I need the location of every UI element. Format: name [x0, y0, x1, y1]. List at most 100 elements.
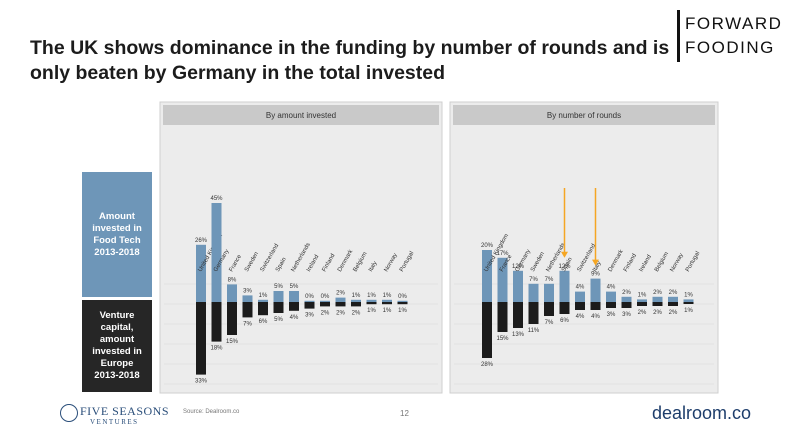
side-bottom-line: Venture [99, 310, 135, 321]
bar-top [273, 291, 284, 302]
data-label-bottom: 3% [622, 312, 631, 318]
data-label-top: 0% [305, 294, 314, 300]
data-label-top: 1% [383, 293, 392, 299]
highlight-arrow-head [561, 251, 568, 258]
data-label-bottom: 15% [496, 336, 509, 342]
data-label-top: 1% [259, 293, 268, 299]
data-label-top: 2% [336, 291, 345, 297]
data-label-top: 3% [243, 288, 252, 294]
bar-top [351, 299, 361, 302]
globe-icon [60, 404, 78, 422]
data-label-bottom: 3% [607, 312, 616, 318]
bar-top [513, 270, 523, 302]
data-label-bottom: 4% [591, 314, 600, 320]
bar-bottom [351, 302, 361, 307]
bar-top [590, 278, 601, 302]
bar-top [683, 299, 694, 302]
bar-bottom [289, 302, 299, 311]
bar-top [320, 300, 330, 302]
chart-panel [449, 101, 719, 394]
bar-top [606, 291, 616, 302]
side-bottom-line: amount [99, 334, 135, 345]
side-label-venture-capital: Venture capital, amount invested in Euro… [82, 300, 152, 392]
bar-top [382, 299, 392, 302]
bar-top [528, 283, 539, 302]
page-number: 12 [400, 409, 409, 418]
data-label-top: 2% [653, 290, 662, 296]
bar-top [366, 299, 377, 302]
chart-title: By amount invested [266, 111, 336, 120]
bar-bottom [382, 302, 392, 305]
data-label-top: 5% [274, 284, 283, 290]
highlight-arrow-head [592, 259, 599, 266]
bar-top [637, 299, 647, 302]
data-label-top: 7% [529, 277, 538, 283]
forward-fooding-logo: FORWARD FOODING [677, 10, 781, 62]
bar-top [242, 295, 253, 302]
data-label-bottom: 2% [638, 310, 647, 316]
bar-bottom [482, 302, 492, 358]
side-bottom-line: invested in [92, 346, 142, 357]
bar-bottom [575, 302, 585, 310]
data-label-top: 1% [367, 293, 376, 299]
data-label-top: 9% [591, 272, 600, 278]
data-label-top: 12% [558, 264, 571, 270]
bar-top [258, 299, 268, 302]
bar-bottom [196, 302, 206, 375]
data-label-top: 2% [669, 290, 678, 296]
bar-bottom [242, 302, 253, 318]
data-label-top: 26% [195, 238, 208, 244]
data-label-top: 8% [228, 277, 237, 283]
data-label-bottom: 3% [305, 313, 314, 319]
bar-top [559, 270, 570, 302]
data-label-bottom: 33% [195, 379, 208, 385]
bar-bottom [320, 302, 330, 307]
chart-panel-header [163, 105, 439, 125]
data-label-bottom: 1% [398, 308, 407, 314]
data-label-bottom: 2% [669, 310, 678, 316]
data-label-bottom: 2% [336, 310, 345, 316]
chart-panel-header [453, 105, 715, 125]
data-label-top: 2% [622, 290, 631, 296]
data-label-top: 5% [290, 284, 299, 290]
bar-bottom [273, 302, 284, 313]
bar-top [397, 300, 408, 302]
bar-bottom [683, 302, 694, 304]
data-label-bottom: 7% [243, 321, 252, 327]
source-note: Source: Dealroom.co [183, 409, 240, 415]
logo-line-2: FOODING [685, 38, 775, 57]
logo-bar [677, 10, 680, 62]
data-label-top: 1% [684, 292, 693, 298]
side-bottom-line: 2013-2018 [94, 370, 140, 381]
bar-bottom [335, 302, 346, 307]
data-label-bottom: 11% [528, 328, 540, 334]
dealroom-logo: dealroom.co [652, 403, 752, 423]
category-label: Italy [592, 260, 603, 273]
data-label-bottom: 18% [210, 346, 223, 352]
bar-bottom [528, 302, 539, 324]
bar-top [652, 296, 663, 302]
bar-bottom [211, 302, 222, 342]
bar-bottom [227, 302, 237, 335]
data-label-top: 1% [352, 293, 361, 299]
bar-top [621, 296, 632, 302]
data-label-top: 17% [496, 251, 509, 257]
bar-top [211, 203, 222, 302]
data-label-top: 4% [576, 285, 585, 291]
bar-bottom [258, 302, 268, 316]
five-seasons-sub: VENTURES [90, 418, 139, 426]
side-bottom-line: capital, [100, 322, 134, 333]
bar-bottom [637, 302, 647, 306]
data-label-bottom: 7% [545, 320, 554, 326]
category-label: Italy [368, 260, 379, 273]
side-top-line: invested in [92, 222, 142, 234]
chart-title: By number of rounds [547, 111, 621, 120]
data-label-bottom: 15% [226, 339, 239, 345]
logo-line-1: FORWARD [685, 14, 783, 33]
data-label-top: 0% [321, 294, 330, 300]
bar-bottom [366, 302, 377, 305]
data-label-bottom: 5% [274, 317, 283, 323]
bar-top [304, 300, 315, 302]
bar-bottom [304, 302, 315, 309]
